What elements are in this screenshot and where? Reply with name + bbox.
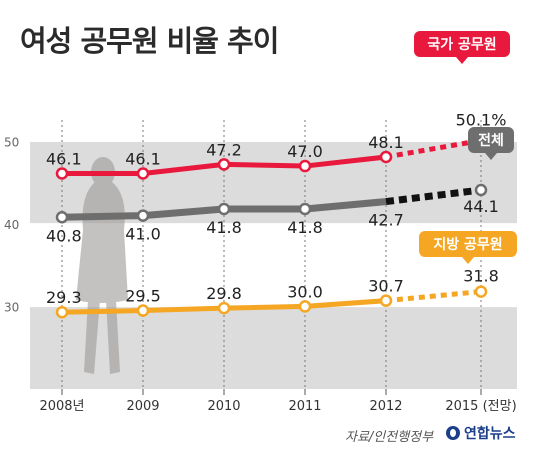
data-label-national: 48.1 xyxy=(368,133,404,152)
data-label-local: 29.5 xyxy=(125,287,161,306)
legend-badge-total xyxy=(468,127,514,153)
data-label-total: 41.0 xyxy=(125,225,161,244)
data-label-national: 47.0 xyxy=(287,142,323,161)
data-point-total xyxy=(298,202,312,216)
projection-line-total xyxy=(385,186,482,206)
data-point-national xyxy=(136,167,150,180)
legend-label-local: 지방 공무원 xyxy=(433,236,502,253)
source-note: 자료/인전행정부 xyxy=(345,430,434,445)
x-tick-label: 2011 xyxy=(288,399,321,414)
y-tick-label: 50 xyxy=(4,135,19,149)
legend-pointer-national xyxy=(456,57,468,64)
legend-label-national: 국가 공무원 xyxy=(427,37,496,53)
data-point-local xyxy=(217,301,231,315)
data-label-total: 44.1 xyxy=(463,197,499,216)
band-below-30 xyxy=(30,306,517,389)
data-label-national: 46.1 xyxy=(46,149,82,168)
publisher-name: 연합뉴스 xyxy=(464,426,516,442)
data-point-local xyxy=(379,294,393,307)
data-point-national xyxy=(55,167,69,180)
chart-title: 여성 공무원 비율 추이 xyxy=(20,24,279,58)
projection-line-national xyxy=(385,137,482,160)
data-point-local xyxy=(474,285,488,298)
x-tick-label: 2009 xyxy=(126,399,159,414)
data-label-local: 29.8 xyxy=(206,284,242,303)
data-label-local: 30.0 xyxy=(287,282,323,301)
data-label-local: 29.3 xyxy=(46,288,82,307)
silhouette-body xyxy=(76,182,128,303)
legend-pointer-local xyxy=(462,257,474,264)
yonhap-logo-icon xyxy=(446,426,460,440)
data-label-national: 46.1 xyxy=(125,149,161,168)
data-point-total xyxy=(217,202,231,216)
data-point-local xyxy=(55,305,69,319)
data-point-total xyxy=(55,211,69,224)
data-label-national: 50.1% xyxy=(456,110,507,129)
y-tick-label: 40 xyxy=(4,218,19,232)
silhouette-right-leg xyxy=(106,300,120,374)
data-label-total: 42.7 xyxy=(368,211,404,230)
data-point-local xyxy=(136,304,150,317)
data-label-national: 47.2 xyxy=(206,140,242,159)
legend-pointer-total xyxy=(485,153,497,160)
data-label-total: 40.8 xyxy=(46,226,82,245)
y-tick-label: 30 xyxy=(4,300,19,314)
data-point-national xyxy=(379,150,393,164)
legend-badge-local xyxy=(419,231,517,257)
data-point-national xyxy=(217,158,231,171)
data-label-total: 41.8 xyxy=(206,218,242,237)
data-point-total xyxy=(474,183,488,197)
projection-line-local xyxy=(385,289,482,304)
data-point-national xyxy=(298,159,312,173)
legend-badge-national xyxy=(414,31,510,57)
x-tick-label: 2015 (전망) xyxy=(445,399,516,414)
data-point-local xyxy=(298,300,312,313)
silhouette-left-leg xyxy=(84,300,100,374)
x-tick-label: 2012 xyxy=(369,399,402,414)
x-tick-label: 2008년 xyxy=(39,399,84,414)
publisher-logo: 연합뉴스 xyxy=(446,423,516,443)
woman-silhouette xyxy=(76,157,128,374)
legend-label-total: 전체 xyxy=(478,132,504,149)
data-label-total: 41.8 xyxy=(287,218,323,237)
data-label-local: 30.7 xyxy=(368,277,404,296)
x-tick-label: 2010 xyxy=(207,399,240,414)
data-label-local: 31.8 xyxy=(463,267,499,286)
data-point-total xyxy=(136,209,150,222)
